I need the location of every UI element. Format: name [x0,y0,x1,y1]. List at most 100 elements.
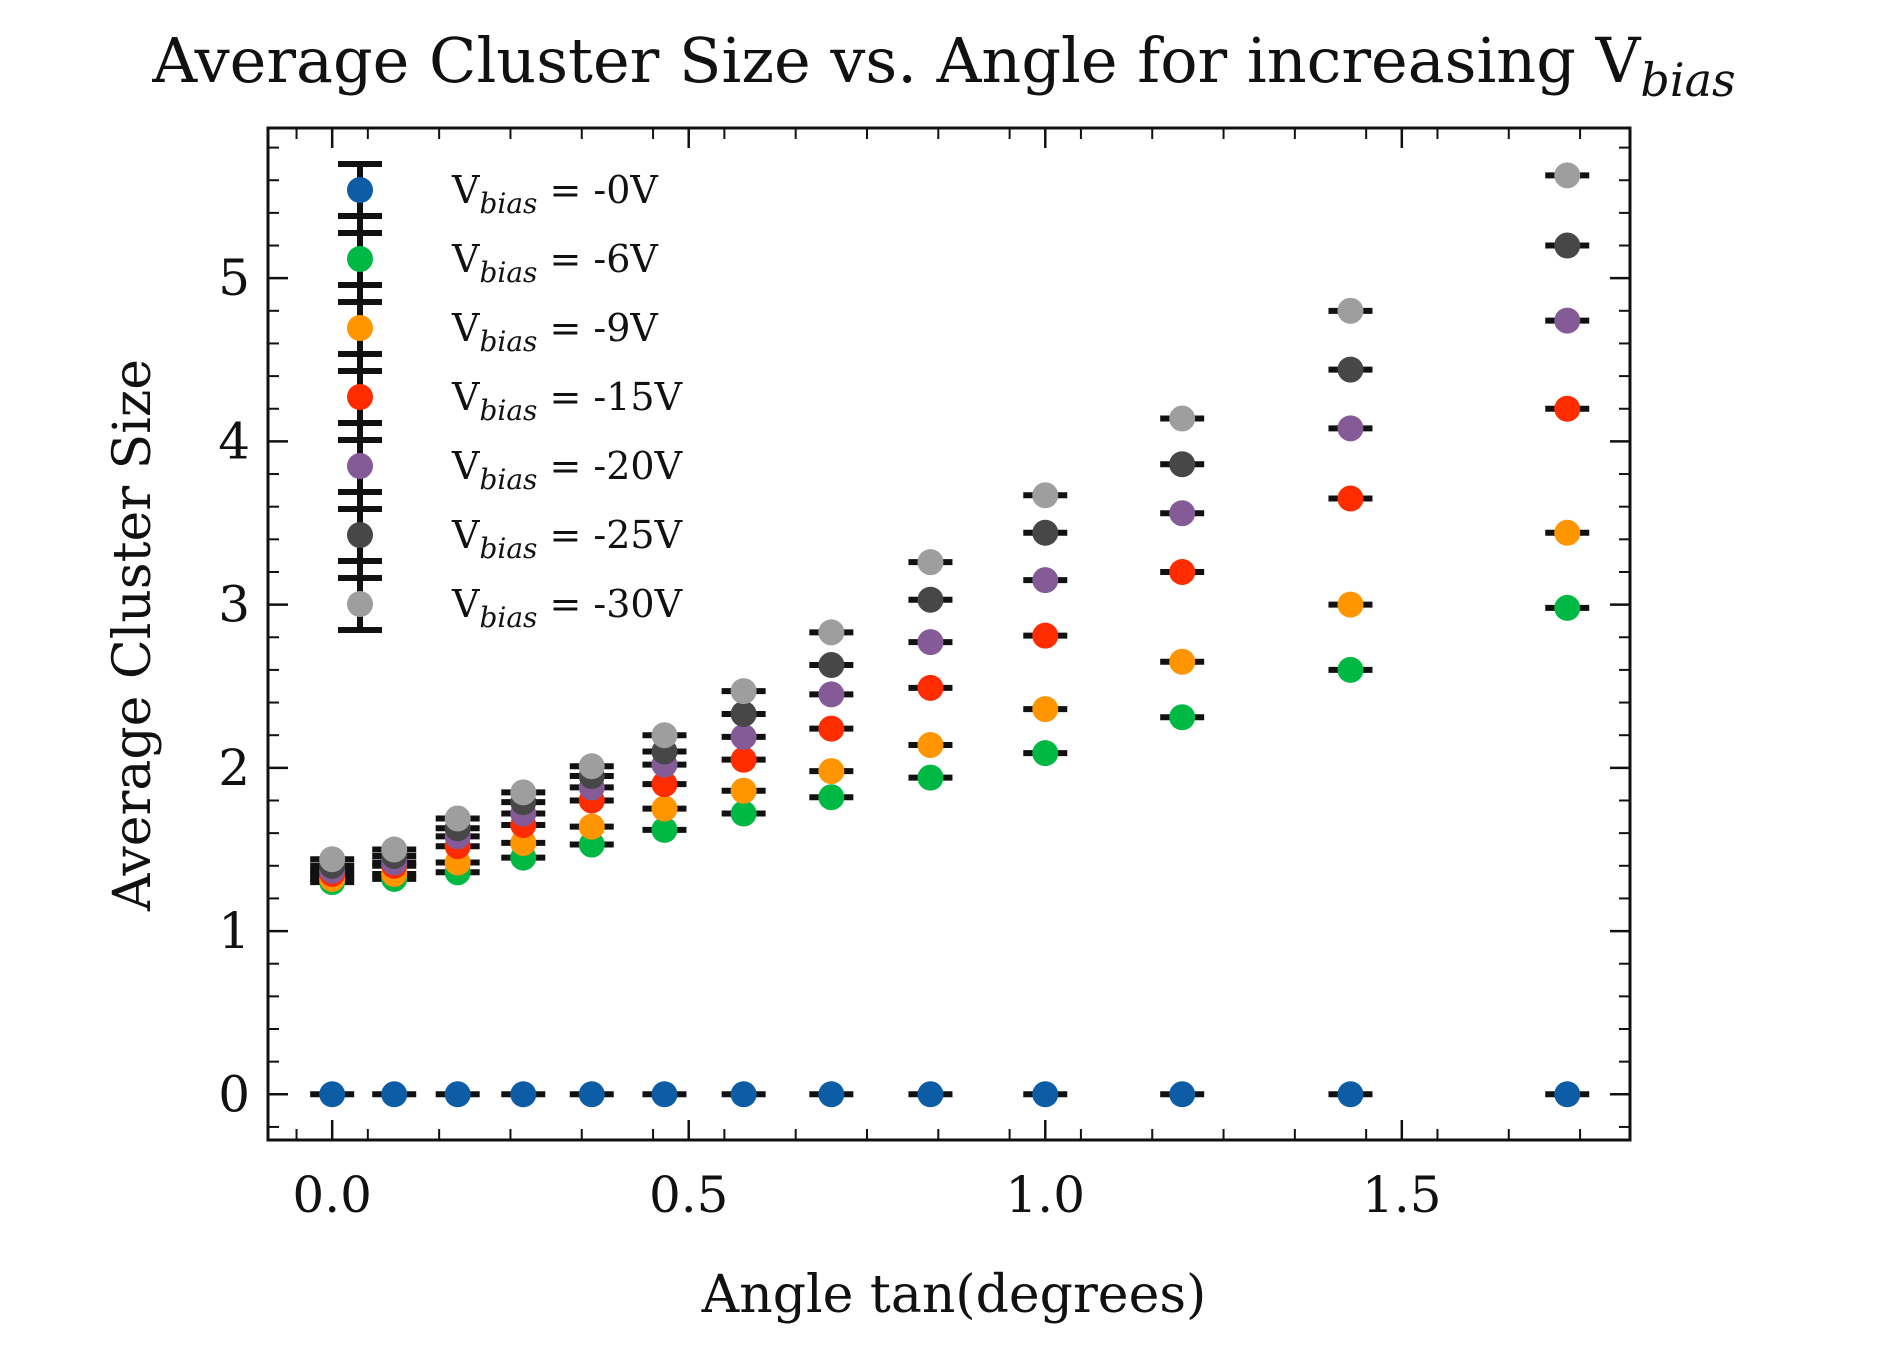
x-tick-label: 1.5 [1362,1166,1442,1224]
data-point [1032,567,1059,594]
data-point [1337,656,1364,683]
error-bars [310,172,1590,1098]
data-point [510,829,537,856]
legend: Vbias = -0V Vbias = -6V Vbias = -9V Vbias =… [338,161,683,634]
data-point [917,731,944,758]
legend-label: Vbias = -9V [451,306,658,358]
data-point [1337,591,1364,618]
y-tick-label: 5 [218,249,250,307]
data-point [917,674,944,701]
data-point [578,813,605,840]
data-point [1032,696,1059,723]
data-point [578,753,605,780]
data-point [381,836,408,863]
data-point [1169,558,1196,585]
data-point [1337,1081,1364,1108]
x-tick-label: 0.5 [649,1166,729,1224]
data-point [730,777,757,804]
data-point [1032,519,1059,546]
legend-marker [347,315,373,341]
data-point [578,831,605,858]
data-point [444,805,471,832]
data-point [1337,297,1364,324]
data-point [917,1081,944,1108]
data-point [1554,232,1581,259]
data-point [651,795,678,822]
data-point [1169,704,1196,731]
data-point [917,586,944,613]
data-point [1032,740,1059,767]
data-point [730,1081,757,1108]
data-point [381,1081,408,1108]
data-point [1554,1081,1581,1108]
data-point [1337,415,1364,442]
data-point [917,549,944,576]
legend-label: Vbias = -6V [451,237,658,289]
data-point [1169,405,1196,432]
data-point [818,1081,845,1108]
legend-label: Vbias = -15V [451,375,683,427]
legend-marker [347,522,373,548]
data-point [1032,622,1059,649]
legend-marker [347,453,373,479]
data-point [730,678,757,705]
legend-marker [347,591,373,617]
data-point [1554,307,1581,334]
legend-marker [347,177,373,203]
legend-label: Vbias = -25V [451,513,683,565]
y-axis-label: Average Cluster Size [103,359,163,912]
legend-marker [347,246,373,272]
data-point [1169,1081,1196,1108]
data-point [651,816,678,843]
chart-title-subscript: bias [1640,53,1735,107]
legend-label: Vbias = -20V [451,444,683,496]
plot-frame [266,126,1632,1142]
data-point [1554,594,1581,621]
data-point [730,723,757,750]
y-tick-label: 3 [218,576,250,634]
data-point [818,652,845,679]
data-point [319,846,346,873]
data-point [730,746,757,773]
data-point [510,1081,537,1108]
x-tick-label: 0.0 [292,1166,372,1224]
legend-marker [347,384,373,410]
chart-title-main: Average Cluster Size vs. Angle for incre… [151,24,1641,97]
data-point [818,681,845,708]
data-point [818,619,845,646]
data-point [818,715,845,742]
data-point [444,1081,471,1108]
data-point [1554,395,1581,422]
data-point [578,1081,605,1108]
data-point [730,800,757,827]
data-point [917,764,944,791]
axes: 0.0 0.5 1.0 1.5 0 1 2 3 4 5 [218,126,1632,1224]
x-tick-label: 1.0 [1006,1166,1086,1224]
y-tick-label: 0 [218,1065,250,1123]
data-point [1337,356,1364,383]
data-point [1032,482,1059,509]
data-point [319,1081,346,1108]
x-axis-label: Angle tan(degrees) [701,1265,1207,1325]
data-point [651,722,678,749]
data-point [1554,162,1581,189]
y-tick-label: 1 [218,902,250,960]
data-point [818,758,845,785]
data-points [319,162,1581,1108]
data-point [651,1081,678,1108]
legend-label: Vbias = -0V [451,168,658,220]
data-point [1169,500,1196,527]
y-tick-label: 4 [218,412,250,470]
chart-title: Average Cluster Size vs. Angle for incre… [151,24,1735,107]
y-tick-label: 2 [218,739,250,797]
legend-label: Vbias = -30V [451,582,683,634]
data-point [917,629,944,656]
data-point [510,779,537,806]
data-point [651,771,678,798]
data-point [1337,485,1364,512]
data-point [730,700,757,727]
data-point [818,784,845,811]
data-point [1169,648,1196,675]
data-point [1554,519,1581,546]
